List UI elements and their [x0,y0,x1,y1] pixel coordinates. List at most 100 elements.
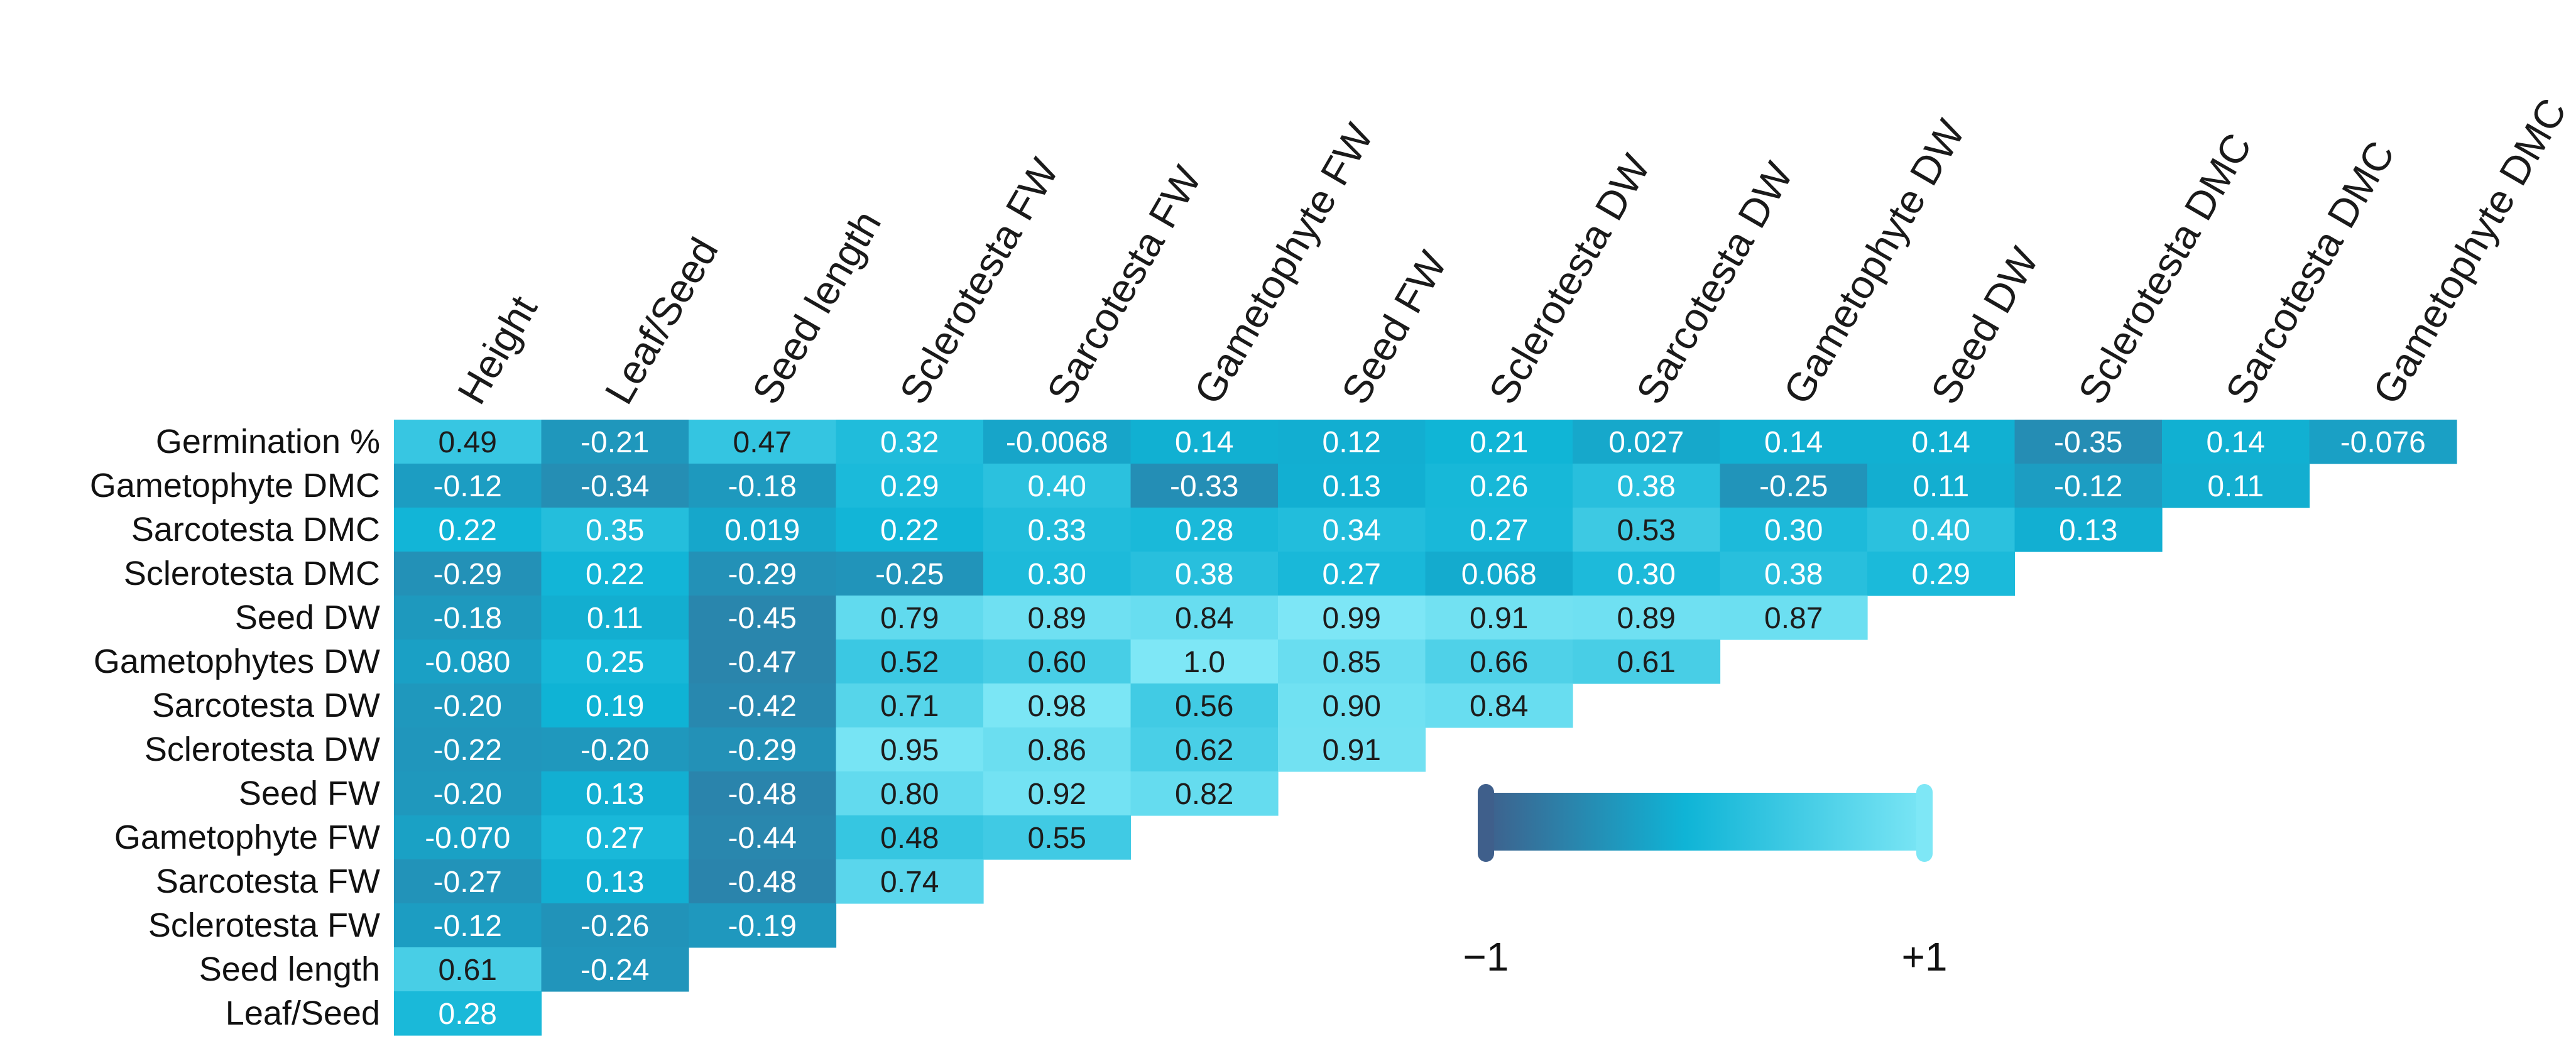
column-label: Leaf/Seed [596,230,727,411]
heatmap-cell [983,464,1132,508]
heatmap-cell-value: 0.66 [1470,646,1528,679]
heatmap-cell [1278,508,1426,552]
heatmap-cell-value: 0.27 [586,822,644,855]
heatmap-cell-value: 0.019 [724,514,800,547]
heatmap-cell [394,552,542,596]
heatmap-cell-value: -0.0068 [1006,426,1108,459]
heatmap-cell [689,508,837,552]
heatmap-cell-value: 0.13 [2059,514,2117,547]
column-label: Seed FW [1333,243,1456,411]
heatmap-cell [983,683,1132,728]
heatmap-cell [394,771,542,816]
heatmap-cell [2014,420,2163,464]
heatmap-cell-value: 0.40 [1912,514,1970,547]
heatmap-cell-value: 0.14 [2207,426,2265,459]
heatmap-cell-value: 0.14 [1912,426,1970,459]
heatmap-cell-value: -0.48 [728,778,797,811]
heatmap-cell-value: -0.45 [728,602,797,635]
heatmap-cell-value: 0.34 [1323,514,1381,547]
heatmap-cell-value: -0.25 [875,558,944,591]
heatmap-cell-value: 0.98 [1028,690,1086,723]
color-scale-left-cap [1478,784,1494,862]
heatmap-cell [394,420,542,464]
heatmap-cell-value: -0.29 [728,558,797,591]
column-label: Sclerotesta FW [891,151,1067,411]
heatmap-cell [541,420,689,464]
heatmap-cell-value: 0.22 [880,514,939,547]
heatmap-cell [983,508,1132,552]
heatmap-cell-value: 0.11 [1913,470,1969,503]
heatmap-cell-value: -0.20 [581,734,649,767]
heatmap-cell-value: 0.71 [880,690,939,723]
heatmap-cell [1130,596,1279,640]
heatmap-cell [836,683,984,728]
heatmap-cell-value: 0.87 [1764,602,1823,635]
heatmap-cell-value: 0.11 [2207,470,2264,503]
heatmap-cell [1425,596,1573,640]
heatmap-cell [2014,464,2163,508]
heatmap-cell-value: 0.27 [1323,558,1381,591]
heatmap-cell [836,771,984,816]
heatmap-cell [1278,727,1426,772]
heatmap-cell [836,596,984,640]
heatmap-cell [541,508,689,552]
row-label: Seed length [199,950,380,988]
heatmap-cell [2014,508,2163,552]
heatmap-cell [1130,420,1279,464]
heatmap-cell-value: 0.61 [1617,646,1676,679]
heatmap-cell-value: 0.92 [1028,778,1086,811]
heatmap-cell-value: -0.35 [2054,426,2122,459]
heatmap-cell-value: -0.18 [434,602,502,635]
heatmap-cell [394,640,542,684]
heatmap-cell [2162,464,2310,508]
heatmap-cell [983,640,1132,684]
heatmap-cell [1867,552,2016,596]
heatmap-cell-value: 0.14 [1764,426,1823,459]
heatmap-cell-value: -0.29 [434,558,502,591]
heatmap-cell-value: 0.30 [1764,514,1823,547]
heatmap-cell-value: 0.027 [1608,426,1684,459]
heatmap-cell [836,815,984,860]
heatmap-cell [1425,683,1573,728]
heatmap-cell [689,640,837,684]
heatmap-cell [1425,552,1573,596]
heatmap-cell [1720,552,1868,596]
heatmap-cell [1720,508,1868,552]
heatmap-cell [836,508,984,552]
heatmap-cell [1130,640,1279,684]
heatmap-cell [541,771,689,816]
row-label: Gametophyte DMC [90,467,380,504]
heatmap-cell-value: 0.89 [1617,602,1676,635]
row-label: Germination % [156,423,380,460]
row-label: Sclerotesta DMC [124,555,380,592]
heatmap-cell [689,771,837,816]
heatmap-cell [1278,640,1426,684]
heatmap-cell-value: -0.21 [581,426,649,459]
row-label: Sclerotesta DW [145,731,380,768]
heatmap-cell-value: 0.40 [1028,470,1086,503]
heatmap-cell [689,420,837,464]
heatmap-cell-value: 0.80 [880,778,939,811]
heatmap-cell [541,464,689,508]
heatmap-cell [1425,420,1573,464]
heatmap-cell [394,727,542,772]
heatmap-cell-value: 0.26 [1470,470,1528,503]
heatmap-cell-value: 0.28 [1175,514,1233,547]
heatmap-cell [541,859,689,904]
heatmap-cell-value: 0.13 [586,866,644,899]
heatmap-cell-value: 0.13 [586,778,644,811]
heatmap-cell-value: 0.29 [880,470,939,503]
heatmap-cell [689,464,837,508]
heatmap-cell-value: 0.14 [1175,426,1233,459]
heatmap-cell-value: 0.55 [1028,822,1086,855]
heatmap-cell [836,640,984,684]
heatmap-cell-value: -0.33 [1170,470,1238,503]
heatmap-cell-value: -0.080 [425,646,510,679]
heatmap-cell-value: 0.21 [1470,426,1528,459]
heatmap-cell-value: 1.0 [1183,646,1225,679]
heatmap-cell [2162,420,2310,464]
heatmap-cell [541,640,689,684]
heatmap-cell [1278,420,1426,464]
heatmap-cell-value: 0.19 [586,690,644,723]
